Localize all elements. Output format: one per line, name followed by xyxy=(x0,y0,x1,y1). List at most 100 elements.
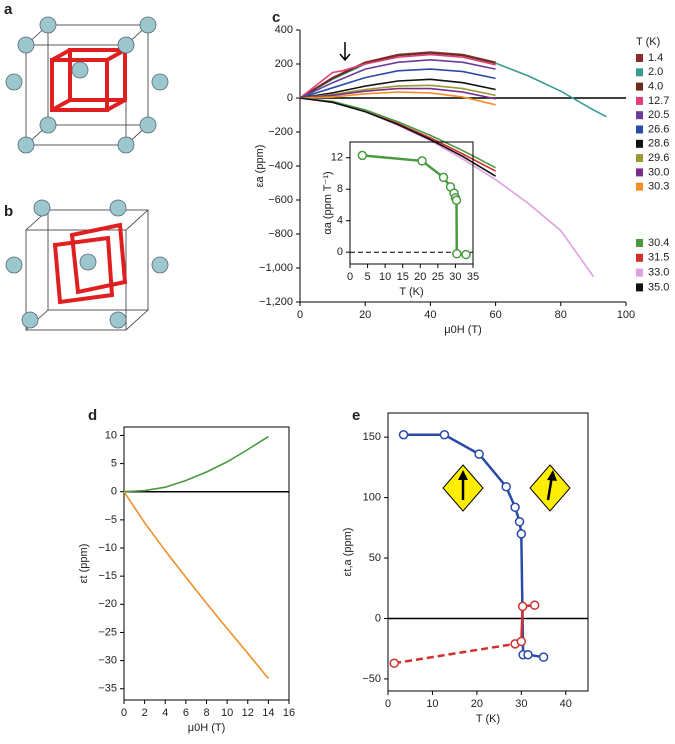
y-tick-label: 0 xyxy=(375,612,381,624)
y-tick-label: −1,200 xyxy=(259,296,293,308)
y-tick-label: 150 xyxy=(363,431,381,443)
panel-label: e xyxy=(352,407,360,424)
x-tick-label: 20 xyxy=(414,271,426,283)
y-tick-label: 12 xyxy=(331,152,343,164)
x-tick-label: 40 xyxy=(560,698,572,710)
line xyxy=(362,154,467,256)
x-axis-label: T (K) xyxy=(399,286,423,298)
marker xyxy=(523,649,533,660)
y-tick-label: −5 xyxy=(104,514,117,526)
legend-label: 4.0 xyxy=(648,81,663,93)
y-tick-label: 4 xyxy=(337,215,343,227)
y-axis-label: εt,a (ppm) xyxy=(342,528,354,577)
marker xyxy=(451,195,462,205)
legend-swatch xyxy=(636,54,643,62)
legend-swatch xyxy=(636,96,643,105)
x-tick-label: 100 xyxy=(617,309,635,321)
x-axis-label: μ0H (T) xyxy=(444,324,482,336)
legend-swatch xyxy=(636,139,643,148)
y-tick-label: 0 xyxy=(287,92,293,104)
x-tick-label: 0 xyxy=(385,698,391,710)
marker xyxy=(501,481,511,492)
marker xyxy=(529,600,540,610)
x-tick-label: 35 xyxy=(467,271,479,283)
x-tick-label: 60 xyxy=(489,309,501,321)
marker xyxy=(417,156,427,166)
line xyxy=(299,78,496,99)
legend-label: 30.3 xyxy=(648,181,669,193)
y-tick-label: 8 xyxy=(337,183,343,195)
legend-swatch xyxy=(636,182,643,191)
marker xyxy=(438,172,449,183)
legend-swatch xyxy=(636,168,643,177)
line xyxy=(299,97,496,169)
legend-label: 31.5 xyxy=(648,252,669,264)
frame xyxy=(349,141,474,265)
x-tick-label: 15 xyxy=(397,271,409,283)
x-tick-label: 0 xyxy=(347,271,353,283)
legend-swatch xyxy=(636,268,643,277)
legend-swatch xyxy=(636,253,643,262)
line xyxy=(299,53,496,99)
line xyxy=(299,97,497,177)
legend-swatch xyxy=(636,68,643,77)
y-axis-label: αa (ppm T⁻¹) xyxy=(322,171,334,234)
x-tick-label: 30 xyxy=(515,698,527,710)
y-tick-label: 400 xyxy=(275,24,293,36)
legend-label: 28.6 xyxy=(648,138,669,150)
line xyxy=(123,435,269,493)
y-tick-label: −15 xyxy=(98,570,117,582)
structure-a xyxy=(5,16,169,154)
x-tick-label: 2 xyxy=(142,707,148,719)
panel-label: b xyxy=(4,203,13,220)
marker xyxy=(517,601,528,612)
legend-label: 1.4 xyxy=(648,52,663,64)
y-tick-label: −200 xyxy=(268,126,293,138)
x-tick-label: 10 xyxy=(426,698,438,710)
structure-b xyxy=(5,199,169,331)
line xyxy=(299,97,496,172)
y-tick-label: 10 xyxy=(105,429,117,441)
y-tick-label: 0 xyxy=(111,486,117,498)
marker xyxy=(357,150,368,161)
legend-label: 20.5 xyxy=(648,109,669,121)
x-tick-label: 10 xyxy=(379,271,391,283)
x-tick-label: 80 xyxy=(555,309,567,321)
x-tick-label: 16 xyxy=(283,707,295,719)
legend-label: 35.0 xyxy=(648,281,669,293)
panel-label: d xyxy=(88,407,97,424)
line xyxy=(299,52,607,118)
panel-label: a xyxy=(4,1,13,18)
marker xyxy=(514,517,525,527)
y-tick-label: −35 xyxy=(98,683,117,695)
marker xyxy=(474,449,484,459)
marker xyxy=(439,430,450,440)
x-tick-label: 10 xyxy=(221,707,233,719)
y-tick-label: 50 xyxy=(369,552,381,564)
legend-title: T (K) xyxy=(636,36,660,48)
frame xyxy=(123,426,290,701)
marker xyxy=(389,658,399,668)
x-tick-label: 20 xyxy=(359,309,371,321)
y-tick-label: −20 xyxy=(98,598,117,610)
legend-label: 30.4 xyxy=(648,237,669,249)
line xyxy=(123,491,270,680)
line xyxy=(299,87,496,100)
y-tick-label: −600 xyxy=(268,194,293,206)
x-axis-label: T (K) xyxy=(476,713,500,725)
line xyxy=(299,58,496,99)
legend-swatch xyxy=(636,125,643,134)
y-tick-label: −800 xyxy=(268,228,293,240)
y-tick-label: 5 xyxy=(111,457,117,469)
x-tick-label: 14 xyxy=(262,707,274,719)
marker xyxy=(516,636,527,647)
x-tick-label: 12 xyxy=(242,707,254,719)
legend-label: 2.0 xyxy=(648,66,663,78)
marker xyxy=(516,529,527,539)
y-axis-label: εa (ppm) xyxy=(254,145,266,188)
x-tick-label: 0 xyxy=(121,707,127,719)
y-tick-label: 0 xyxy=(337,246,343,258)
legend-label: 12.7 xyxy=(648,95,669,107)
x-tick-label: 20 xyxy=(471,698,483,710)
x-tick-label: 8 xyxy=(203,707,209,719)
